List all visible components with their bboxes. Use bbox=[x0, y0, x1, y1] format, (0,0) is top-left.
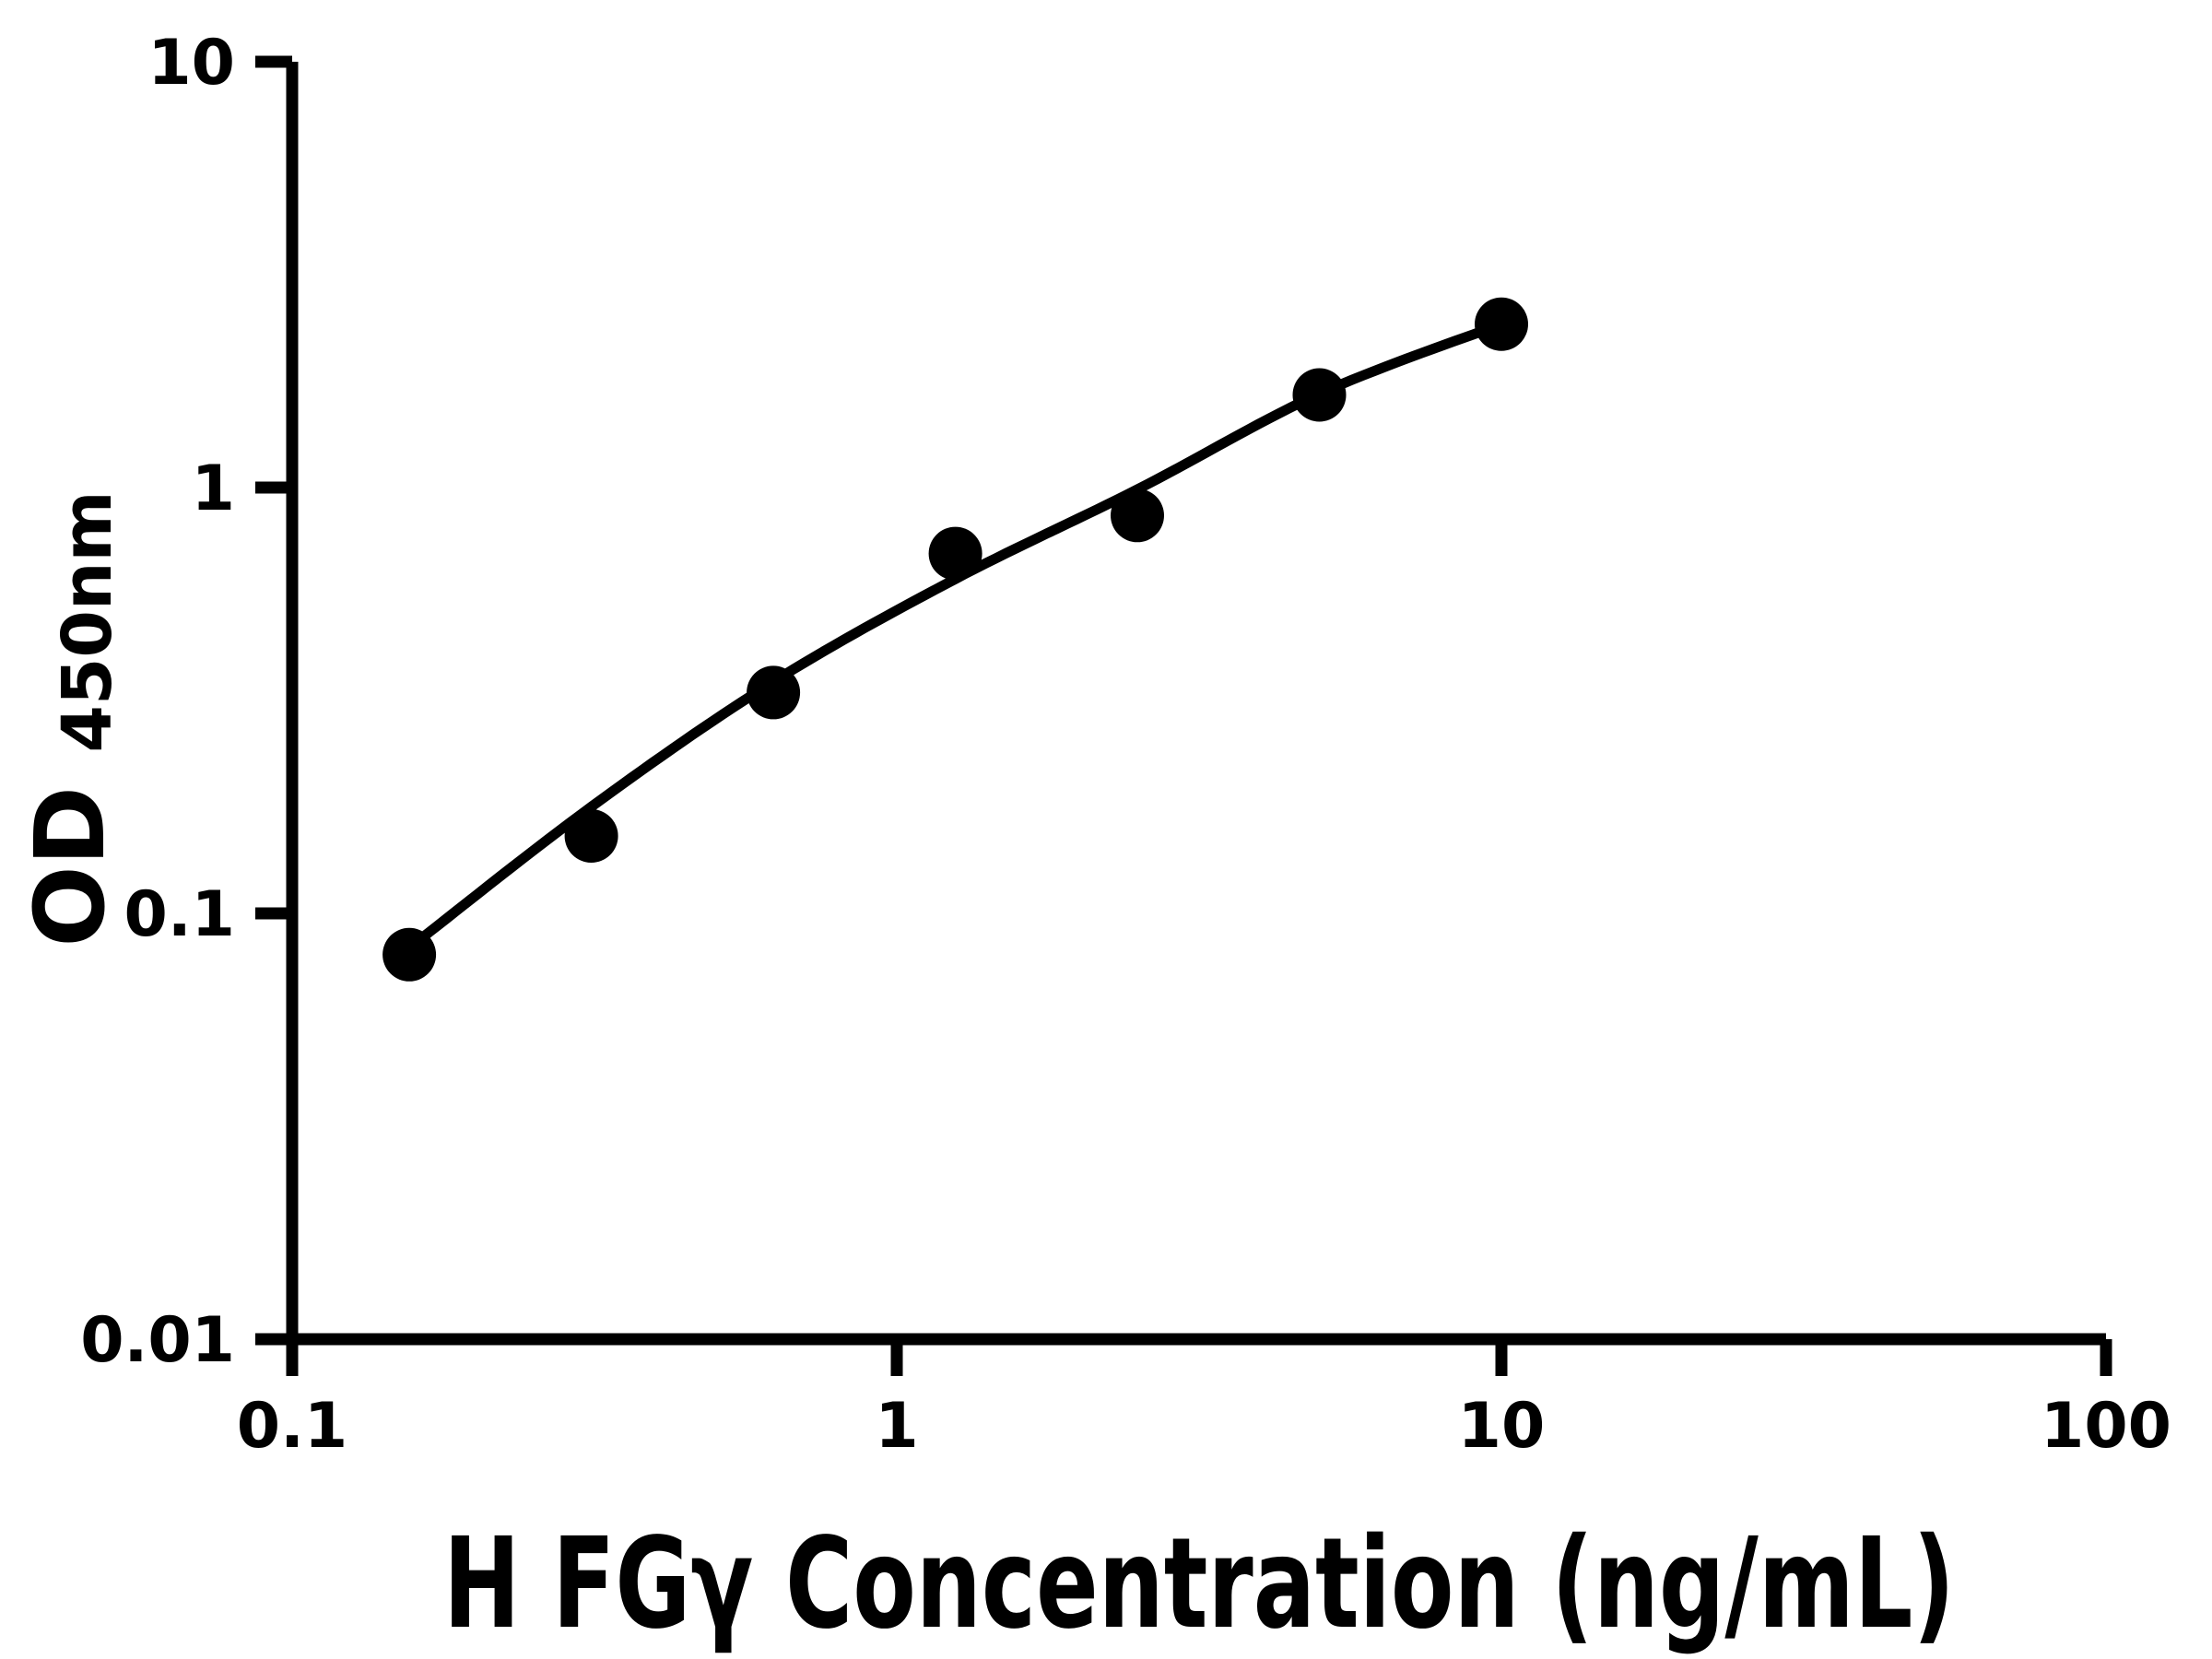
x-tick-label: 1 bbox=[875, 1390, 918, 1463]
x-tick-label: 100 bbox=[2041, 1390, 2171, 1463]
y-axis-title-subscript: 450nm bbox=[48, 490, 127, 752]
x-tick-label: 10 bbox=[1458, 1390, 1546, 1463]
y-tick-label: 10 bbox=[147, 27, 235, 100]
y-tick-label: 1 bbox=[192, 453, 235, 525]
x-axis-tick-labels: 0.1 1 10 100 bbox=[237, 1390, 2171, 1463]
y-axis-title: OD 450nm bbox=[14, 490, 127, 947]
data-point bbox=[564, 809, 618, 863]
x-axis-title: H FGγ Concentration (ng/mL) bbox=[443, 1512, 1955, 1657]
x-axis-ticks bbox=[286, 1339, 2112, 1376]
x-tick-label: 0.1 bbox=[237, 1390, 347, 1463]
data-points bbox=[382, 297, 1528, 982]
y-axis-tick-labels: 0.01 0.1 1 10 bbox=[80, 27, 235, 1377]
data-point bbox=[1475, 297, 1528, 351]
y-axis-title-main: OD bbox=[14, 786, 126, 947]
y-axis-ticks bbox=[255, 55, 292, 1346]
y-tick-label: 0.01 bbox=[80, 1304, 235, 1377]
axes bbox=[255, 55, 2112, 1376]
data-point bbox=[382, 927, 437, 982]
data-point bbox=[1292, 368, 1347, 422]
axis-lines bbox=[286, 62, 2106, 1346]
data-point bbox=[928, 526, 982, 581]
y-tick-label: 0.1 bbox=[124, 878, 235, 951]
data-point bbox=[1111, 488, 1164, 543]
data-point bbox=[747, 665, 801, 720]
